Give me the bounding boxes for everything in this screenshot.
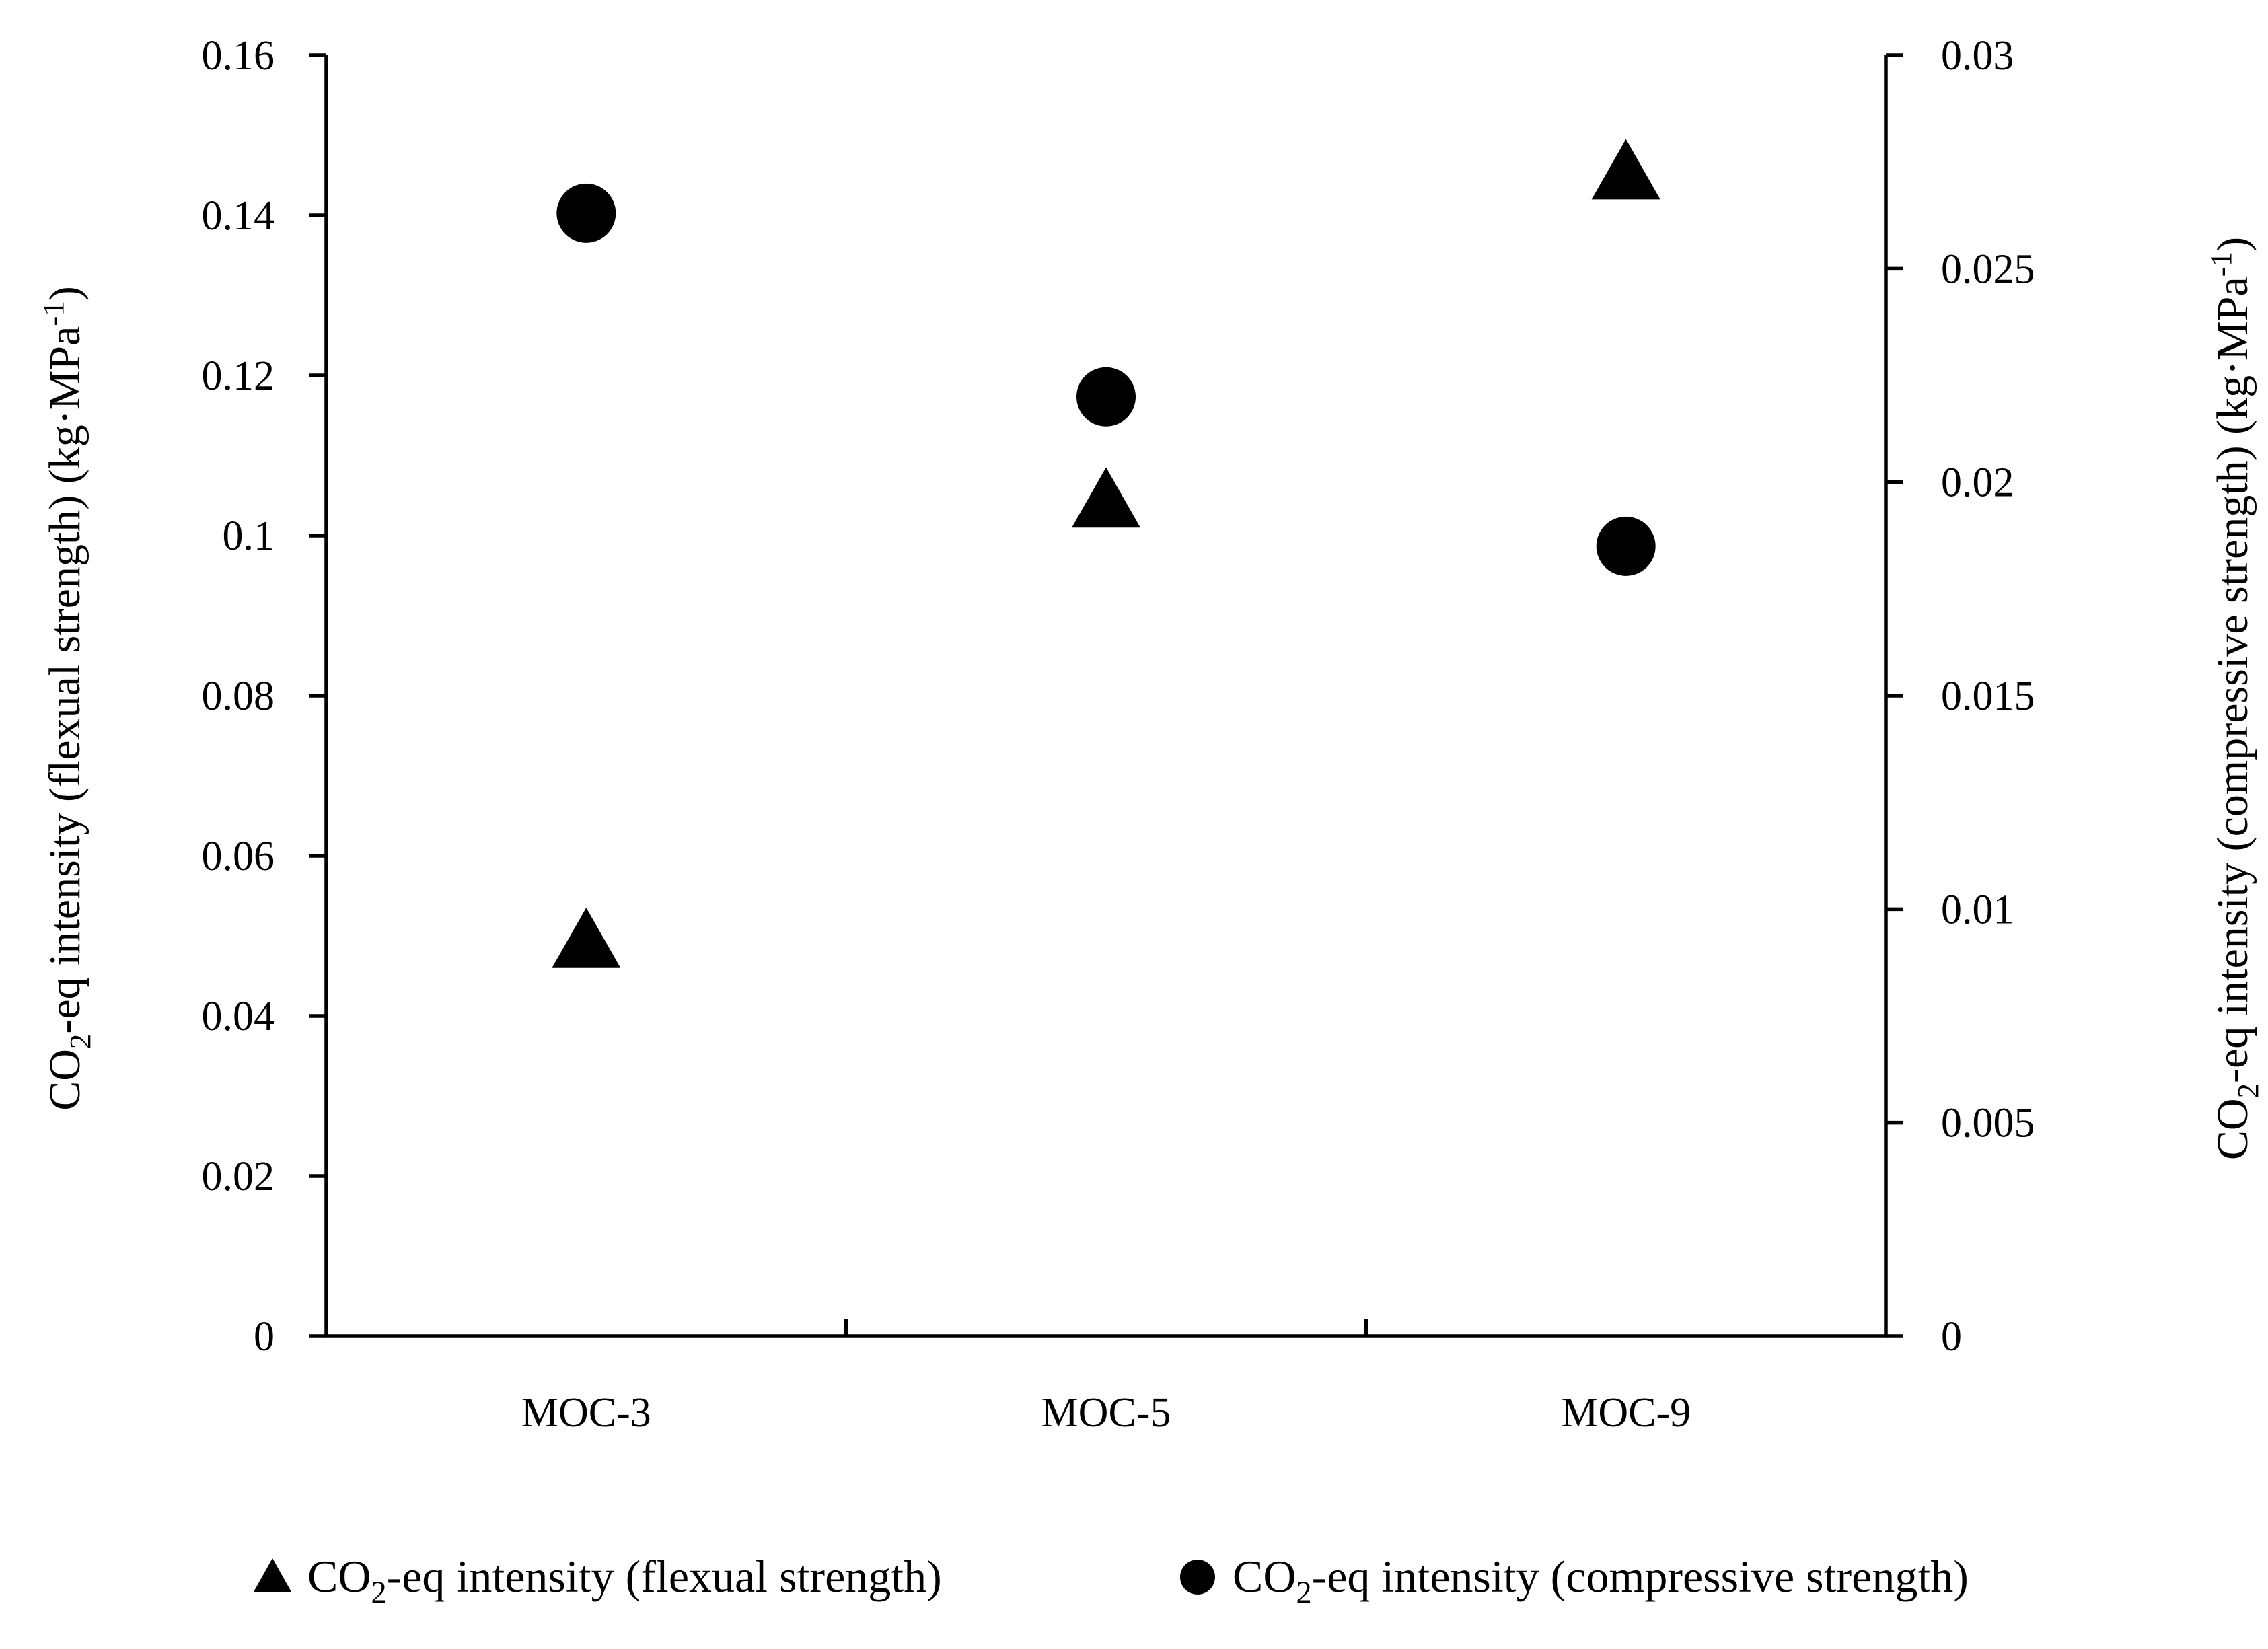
legend-label-flexual: CO2-eq intensity (flexual strength) — [307, 1551, 942, 1610]
axes-layer — [324, 55, 1888, 1338]
left-y-tick-label: 0.14 — [202, 193, 275, 239]
legend-label-compressive: CO2-eq intensity (compressive strength) — [1233, 1551, 1969, 1610]
left-y-tick-label: 0.12 — [202, 353, 275, 399]
ticks-layer: 0 0.02 0.04 0.06 0.08 0.1 0.12 0.14 0.16 0 0.005 0.… — [202, 33, 2035, 1436]
marks-layer — [552, 139, 1660, 968]
right-y-tick-label: 0 — [1941, 1314, 1962, 1360]
legend-marker-compressive — [1180, 1560, 1215, 1595]
legend-item-flexual: CO2-eq intensity (flexual strength) — [254, 1551, 942, 1610]
x-category-label: MOC-5 — [1041, 1390, 1171, 1436]
right-y-tick-label: 0.025 — [1941, 246, 2035, 292]
right-y-tick-label: 0.01 — [1941, 887, 2014, 932]
left-y-tick-label: 0 — [254, 1314, 275, 1360]
legend-item-compressive: CO2-eq intensity (compressive strength) — [1180, 1551, 1969, 1610]
compressive-point-moc-3 — [556, 183, 616, 243]
flexual-point-moc-5 — [1072, 467, 1140, 528]
left-y-tick-label: 0.1 — [223, 513, 275, 559]
compressive-point-moc-5 — [1076, 367, 1136, 427]
right-y-tick-label: 0.03 — [1941, 33, 2014, 79]
legend-layer: CO2-eq intensity (flexual strength) CO2-e… — [254, 1551, 1969, 1610]
left-y-tick-label: 0.04 — [202, 994, 275, 1039]
left-y-tick-label: 0.08 — [202, 673, 275, 719]
left-y-tick-label: 0.06 — [202, 834, 275, 879]
right-y-tick-label: 0.02 — [1941, 460, 2014, 506]
left-y-axis-title: CO2-eq intensity (flexual strength) (kg·… — [36, 286, 97, 1111]
compressive-point-moc-9 — [1596, 516, 1656, 576]
x-category-label: MOC-3 — [521, 1390, 651, 1436]
flexual-point-moc-9 — [1591, 139, 1660, 200]
x-category-label: MOC-9 — [1561, 1390, 1691, 1436]
left-y-tick-label: 0.16 — [202, 33, 275, 79]
titles-layer: CO2-eq intensity (flexual strength) (kg·… — [36, 237, 2265, 1160]
legend-marker-flexual — [254, 1558, 291, 1592]
flexual-point-moc-3 — [552, 908, 621, 968]
right-y-tick-label: 0.015 — [1941, 673, 2035, 719]
left-y-tick-label: 0.02 — [202, 1154, 275, 1200]
right-y-tick-label: 0.005 — [1941, 1101, 2035, 1146]
right-y-axis-title: CO2-eq intensity (compressive strength) … — [2204, 237, 2265, 1160]
